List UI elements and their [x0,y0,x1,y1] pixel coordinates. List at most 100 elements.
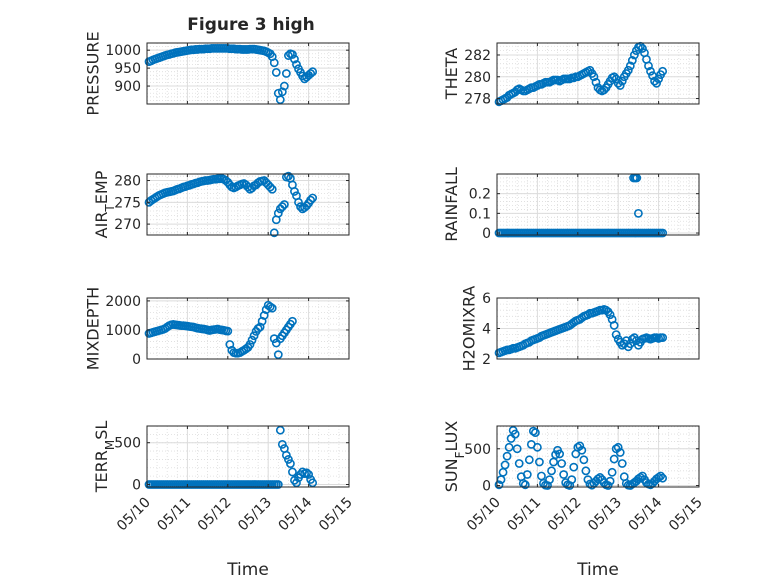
data-point [281,69,291,78]
y-tick-label: 280 [464,70,491,86]
y-tick-label: 282 [464,48,491,64]
data-point [577,445,587,455]
data-point [654,74,663,84]
axes-box [496,173,700,236]
data-point [243,182,253,192]
data-point [530,428,540,438]
y-tick-label: 0 [132,477,141,493]
data-point [615,81,625,90]
data-point [520,480,530,490]
data-point [514,459,524,468]
data-point [607,467,617,477]
data-point [273,480,283,489]
data-point [583,475,593,485]
data-point [551,450,560,460]
data-point [506,434,516,443]
data-point [617,76,627,86]
y-tick-label: 500 [464,442,491,458]
y-tick-label: 500 [114,436,141,452]
data-point [547,466,556,476]
data-point [654,473,663,482]
axes-box [146,297,350,360]
data-point [605,476,615,486]
y-tick-label: 900 [114,79,141,95]
x-axis-label: Time [226,560,269,580]
data-point [275,425,285,435]
subplot: 0 0.1 0.2 RAINFALL [442,167,700,242]
y-tick-label: 6 [482,291,491,307]
x-tick-label: 05/14 [276,494,316,534]
data-point [609,454,619,464]
y-tick-label: 270 [114,217,141,233]
data-point [555,449,565,459]
data-point [308,193,318,203]
data-point [549,457,558,467]
data-point [277,87,287,97]
data-point [253,324,263,333]
data-point [267,303,277,313]
y-axis-label: MIXDEPTH [84,287,103,370]
data-point [524,455,534,465]
data-point [652,78,661,88]
x-tick-label: 05/11 [154,495,194,535]
data-point [603,481,613,490]
data-point [656,471,666,481]
data-point [510,429,520,439]
data-point [288,467,297,477]
y-axis-label: THETA [442,48,461,100]
data-point [617,459,627,468]
data-point [528,426,538,436]
data-point [611,330,621,339]
data-point [269,334,279,344]
data-point [290,54,299,64]
data-point [290,187,299,196]
data-point [292,60,301,69]
data-point [599,85,609,95]
data-point [557,459,567,468]
data-point [267,184,277,194]
x-tick-label: 05/10 [114,495,154,535]
data-point [502,451,512,461]
y-axis-label: SUNFLUX [442,421,467,493]
y-tick-label: 0 [482,479,491,495]
data-point [279,81,289,91]
data-point [646,66,655,76]
data-point [277,439,287,449]
data-point [288,316,297,326]
y-tick-label: 275 [114,195,141,211]
data-point [512,444,522,454]
data-point [545,475,554,485]
data-point [627,56,637,65]
data-point [269,228,279,238]
data-point [569,462,579,472]
y-axis-label: H2OMIXRA [459,286,478,372]
axes-box [496,425,700,488]
data-point [504,442,514,452]
y-axis-label: PRESSURE [84,31,103,115]
data-point [286,459,295,469]
data-point [579,455,589,465]
data-point [623,65,633,75]
data-point [296,202,305,212]
data-point [500,460,510,470]
data-point [306,195,316,205]
data-point [308,478,318,488]
axes-box [146,42,350,105]
y-tick-label: 280 [114,174,141,190]
x-tick-label: 05/14 [626,494,666,534]
x-axis-label: Time [576,560,619,580]
data-point [269,58,279,68]
x-tick-label: 05/11 [504,495,544,535]
data-point [658,66,668,76]
data-point [277,202,287,212]
data-point [605,310,615,320]
data-point [638,44,647,53]
data-point [591,77,601,87]
data-point [223,326,233,336]
y-tick-label: 2000 [105,294,141,310]
